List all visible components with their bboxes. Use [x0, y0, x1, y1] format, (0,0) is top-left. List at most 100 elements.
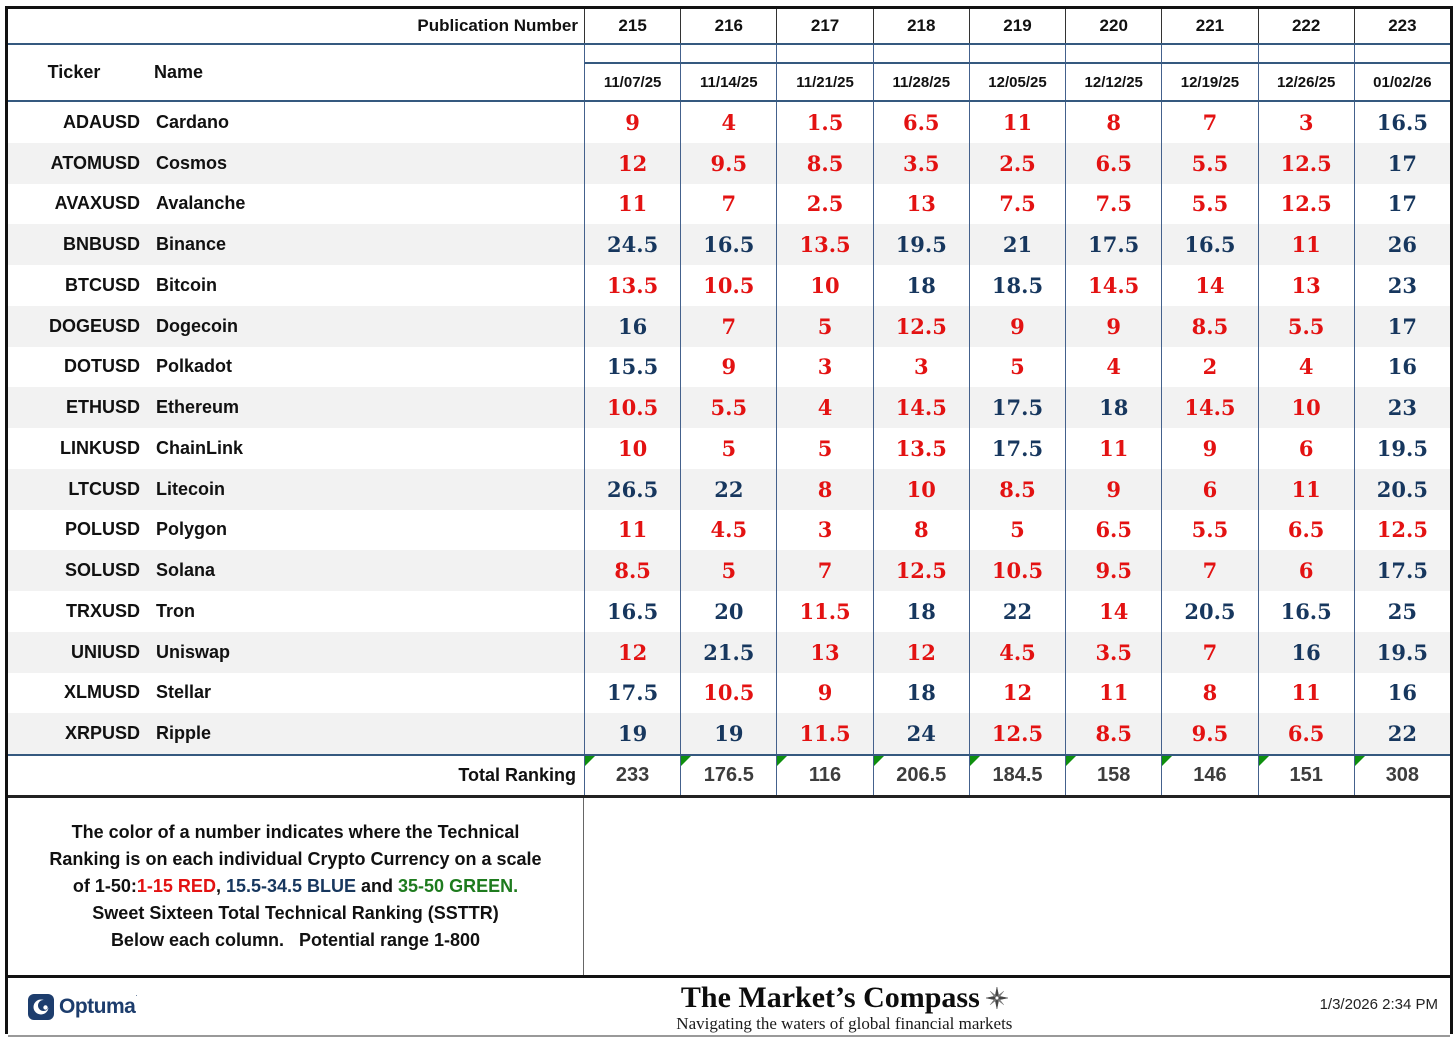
- header-spacer-cell: [1161, 45, 1258, 64]
- ranking-value-cell: 14: [1161, 265, 1257, 306]
- ranking-value-cell: 7: [776, 550, 872, 591]
- legend-segment: 1-15 RED: [136, 876, 216, 896]
- ranking-value-cell: 6: [1161, 468, 1257, 510]
- ranking-value-cell: 3: [776, 509, 872, 551]
- ranking-value-cell: 21: [968, 224, 1065, 265]
- ranking-value-cell: 9: [1161, 428, 1257, 469]
- ranking-value-cell: 8.5: [584, 550, 680, 591]
- header-spacer-cell: [1257, 45, 1354, 64]
- ranking-value-cell: 9: [584, 102, 680, 143]
- ranking-value-cell: 6.5: [1257, 713, 1354, 754]
- total-ranking-row: Total Ranking 233 176.5 116 206.5 184.5 158 14…: [8, 754, 1450, 798]
- row-label-cell: ETHUSD Ethereum: [8, 387, 584, 428]
- table-row: LTCUSD Litecoin 26.5 22 8 10 8.5 9 6 11 20.5: [8, 468, 1450, 510]
- ticker-label: TRXUSD: [65, 600, 140, 621]
- ranking-value-cell: 6.5: [872, 102, 969, 143]
- ranking-value-cell: 13.5: [872, 428, 969, 469]
- ranking-value-cell: 11: [1065, 428, 1161, 469]
- ranking-value-cell: 5: [968, 346, 1065, 388]
- ranking-value-cell: 13: [1257, 265, 1354, 306]
- legend-segment: Below each column. Potential range 1-800: [110, 930, 481, 950]
- date-header: 01/02/26: [1353, 64, 1450, 100]
- ranking-value-cell: 9.5: [1161, 713, 1257, 754]
- ranking-value-cell: 10.5: [680, 672, 776, 714]
- ranking-value-cell: 1.5: [776, 102, 872, 143]
- ranking-value-cell: 5: [968, 509, 1065, 551]
- name-label: Avalanche: [156, 193, 246, 214]
- name-label: Litecoin: [156, 478, 226, 499]
- ranking-value-cell: 11: [1257, 672, 1354, 714]
- name-label: Cardano: [156, 111, 230, 132]
- legend-line: of 1-50:1-15 RED, 15.5-34.5 BLUE and 35-…: [73, 873, 518, 900]
- ranking-value-cell: 5.5: [1161, 142, 1257, 184]
- header-spacer-cell: [1065, 45, 1162, 64]
- total-ranking-cell: 151: [1257, 756, 1354, 795]
- header-spacer-cell: [1353, 45, 1450, 64]
- total-ranking-cell: 146: [1161, 756, 1257, 795]
- total-ranking-cell: 308: [1353, 756, 1450, 795]
- ranking-value-cell: 13: [776, 631, 872, 673]
- ranking-value-cell: 16.5: [1353, 102, 1450, 143]
- ranking-value-cell: 18.5: [968, 265, 1065, 306]
- date-header: 11/28/25: [872, 64, 969, 100]
- ranking-value-cell: 14.5: [1065, 265, 1161, 306]
- legend-segment: 15.5-34.5 BLUE: [225, 876, 357, 896]
- ranking-value-cell: 12.5: [1353, 509, 1450, 551]
- ranking-value-cell: 8: [776, 468, 872, 510]
- corner-flag-icon: [1066, 756, 1077, 766]
- ranking-value-cell: 4.5: [680, 509, 776, 551]
- header-spacer-cell: [872, 45, 969, 64]
- ranking-value-cell: 5.5: [680, 387, 776, 428]
- ranking-value-cell: 14.5: [872, 387, 969, 428]
- ranking-value-cell: 11: [1257, 468, 1354, 510]
- ranking-value-cell: 12: [584, 142, 680, 184]
- publication-number: 216: [680, 9, 776, 43]
- ranking-value-cell: 9: [1065, 468, 1161, 510]
- date-header: 12/26/25: [1257, 64, 1354, 100]
- color-legend: The color of a number indicates where th…: [8, 798, 584, 975]
- ticker-label: ADAUSD: [62, 111, 140, 132]
- corner-flag-icon: [777, 756, 788, 766]
- ranking-value-cell: 5: [776, 305, 872, 347]
- footer-empty-area: [584, 798, 1450, 975]
- ranking-value-cell: 17.5: [968, 387, 1065, 428]
- total-ranking-cell: 176.5: [680, 756, 776, 795]
- ranking-value-cell: 18: [1065, 387, 1161, 428]
- publication-number: 221: [1161, 9, 1257, 43]
- legend-line: Ranking is on each individual Crypto Cur…: [49, 846, 541, 873]
- ranking-value-cell: 9.5: [1065, 550, 1161, 591]
- ticker-label: SOLUSD: [64, 560, 140, 581]
- ranking-value-cell: 9: [968, 305, 1065, 347]
- ticker-label: XRPUSD: [64, 723, 140, 744]
- corner-flag-icon: [873, 756, 884, 766]
- ranking-value-cell: 11: [1065, 672, 1161, 714]
- legend-line: Sweet Sixteen Total Technical Ranking (S…: [92, 900, 498, 927]
- row-label-cell: ATOMUSD Cosmos: [8, 143, 584, 184]
- ranking-table-body: ADAUSD Cardano 9 4 1.5 6.5 11 8 7 3 16.5 ATOMUSD Cos…: [8, 102, 1450, 754]
- ranking-value-cell: 16: [584, 305, 680, 347]
- header-spacer-cell: [584, 45, 681, 64]
- optuma-trademark: ˙: [135, 994, 139, 1004]
- table-row: UNIUSD Uniswap 12 21.5 13 12 4.5 3.5 7 16 19.5: [8, 631, 1450, 673]
- row-label-cell: POLUSD Polygon: [8, 510, 584, 551]
- ranking-value-cell: 19.5: [872, 224, 969, 265]
- ranking-value-cell: 10: [776, 265, 872, 306]
- report-sheet: Publication Number 215 216 217 218 219 220 221…: [5, 6, 1453, 1037]
- ranking-value-cell: 5.5: [1161, 509, 1257, 551]
- row-label-cell: UNIUSD Uniswap: [8, 632, 584, 673]
- ranking-value-cell: 2: [1161, 346, 1257, 388]
- total-ranking-cell: 116: [776, 756, 872, 795]
- ranking-value-cell: 11: [584, 509, 680, 551]
- legend-segment: Ranking is on each individual Crypto Cur…: [49, 849, 542, 869]
- table-row: BTCUSD Bitcoin 13.5 10.5 10 18 18.5 14.5 14 13 23: [8, 265, 1450, 306]
- legend-segment: of 1-50:: [72, 876, 137, 896]
- ticker-label: XLMUSD: [64, 682, 140, 703]
- ranking-value-cell: 7: [680, 305, 776, 347]
- ranking-value-cell: 8: [1161, 672, 1257, 714]
- ranking-value-cell: 7: [1161, 102, 1257, 143]
- ticker-label: UNIUSD: [70, 641, 140, 662]
- ranking-value-cell: 17.5: [584, 672, 680, 714]
- ranking-value-cell: 10: [584, 428, 680, 469]
- table-row: POLUSD Polygon 11 4.5 3 8 5 6.5 5.5 6.5 12.5: [8, 509, 1450, 551]
- ranking-value-cell: 6: [1257, 428, 1354, 469]
